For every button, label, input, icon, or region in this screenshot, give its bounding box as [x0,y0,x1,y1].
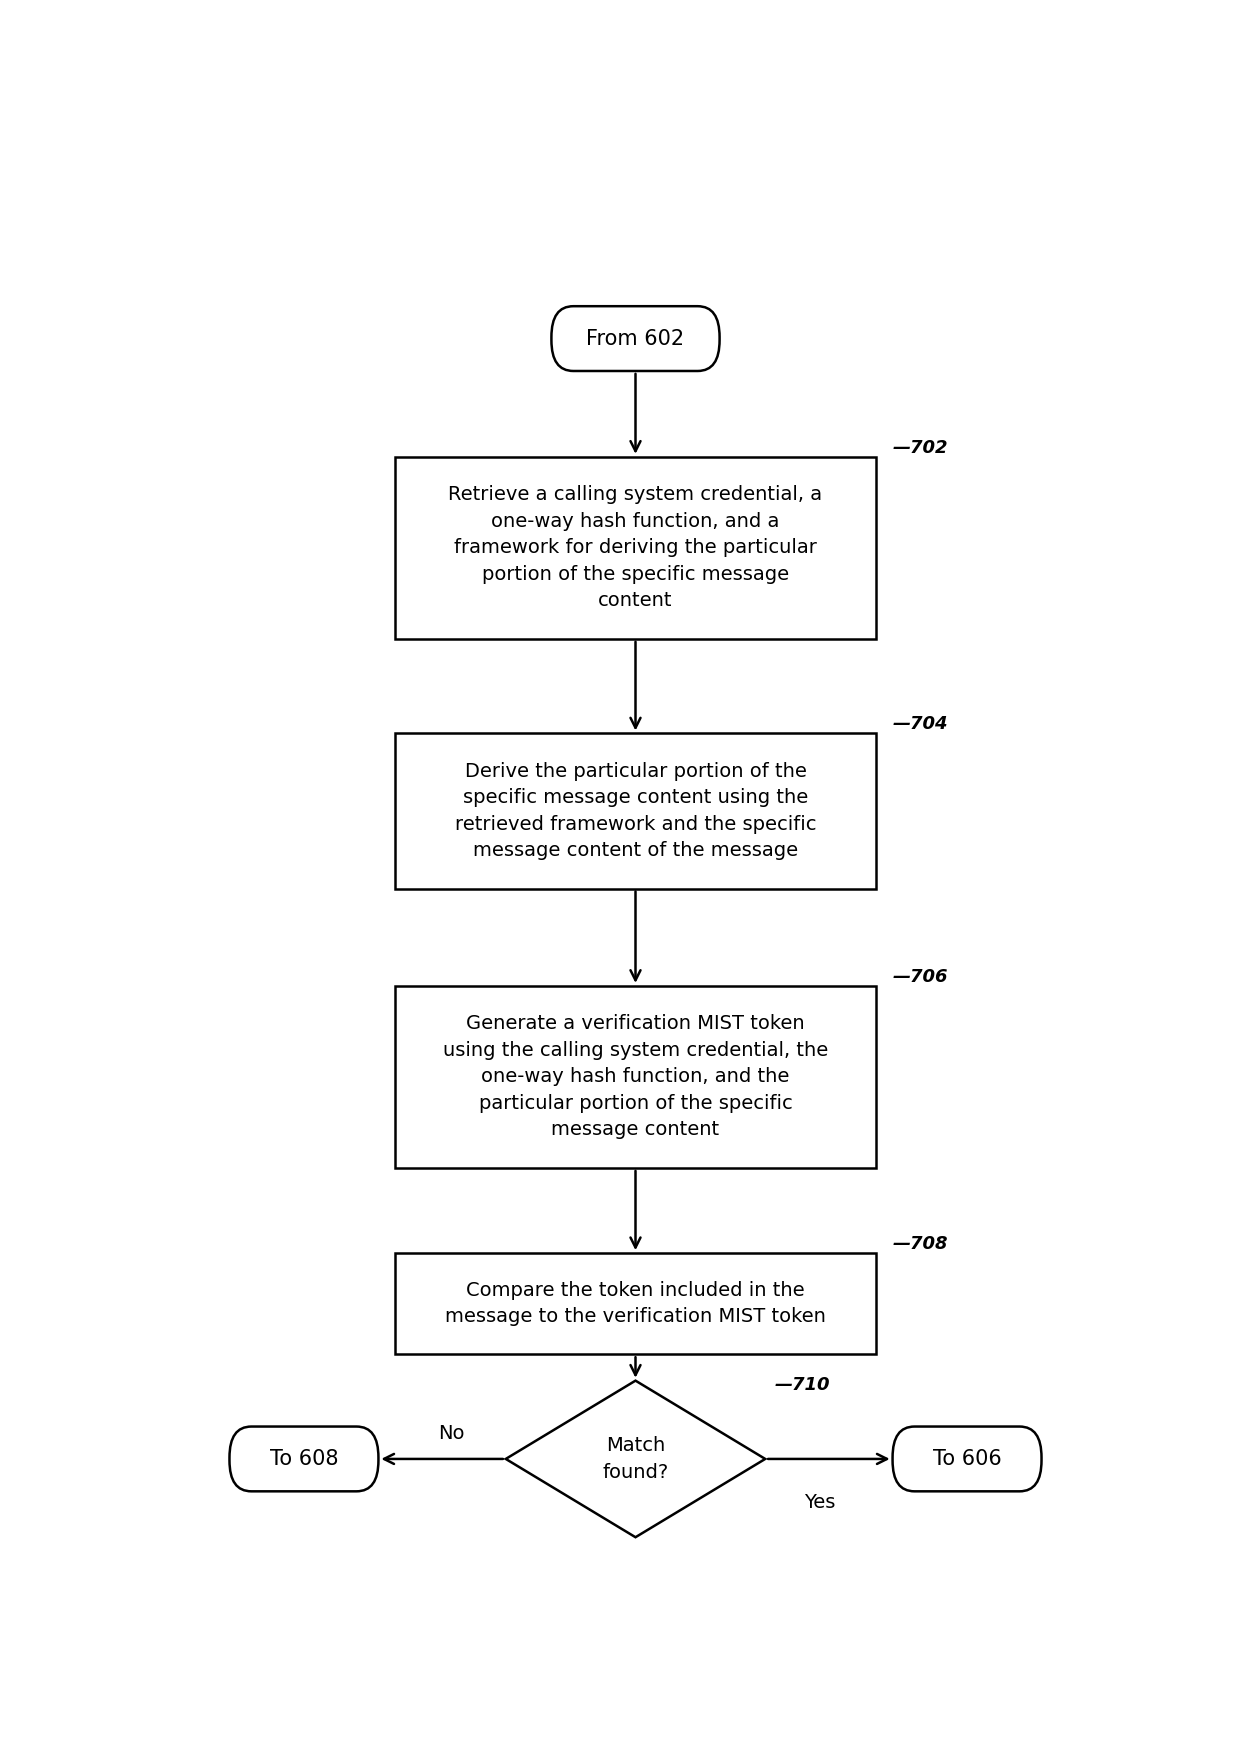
FancyBboxPatch shape [396,985,875,1167]
Text: —706: —706 [893,968,949,985]
FancyBboxPatch shape [396,458,875,638]
Polygon shape [506,1381,765,1537]
Text: —702: —702 [893,438,949,458]
Text: Generate a verification MIST token
using the calling system credential, the
one-: Generate a verification MIST token using… [443,1015,828,1139]
FancyBboxPatch shape [396,733,875,889]
Text: Retrieve a calling system credential, a
one-way hash function, and a
framework f: Retrieve a calling system credential, a … [449,486,822,610]
Text: Derive the particular portion of the
specific message content using the
retrieve: Derive the particular portion of the spe… [455,763,816,861]
Text: From 602: From 602 [587,328,684,349]
Text: —704: —704 [893,715,949,733]
FancyBboxPatch shape [552,307,719,372]
Text: No: No [439,1423,465,1443]
Text: To 606: To 606 [932,1450,1002,1469]
FancyBboxPatch shape [229,1427,378,1492]
Text: Compare the token included in the
message to the verification MIST token: Compare the token included in the messag… [445,1281,826,1327]
Text: —710: —710 [775,1376,831,1394]
Text: To 608: To 608 [270,1450,339,1469]
FancyBboxPatch shape [396,1253,875,1355]
FancyBboxPatch shape [893,1427,1042,1492]
Text: Match
found?: Match found? [603,1436,668,1481]
Text: Yes: Yes [804,1494,835,1511]
Text: —708: —708 [893,1236,949,1253]
